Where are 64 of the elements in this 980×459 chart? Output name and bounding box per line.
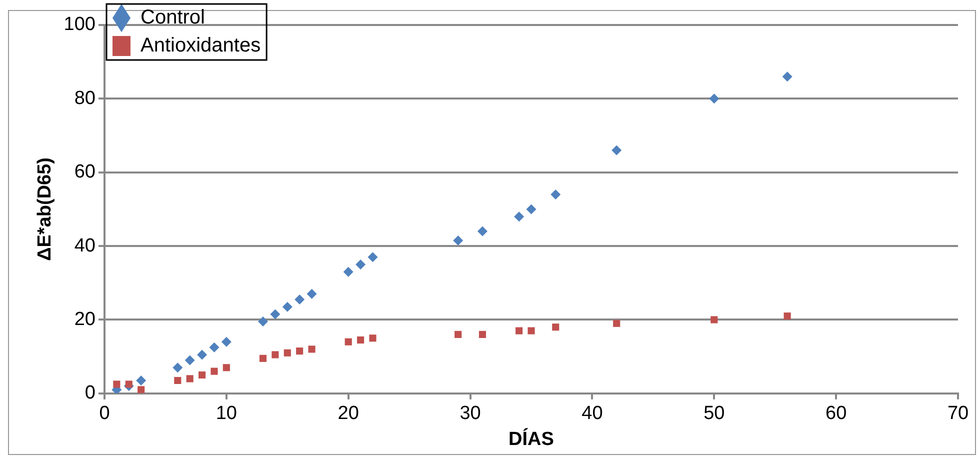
point [356, 259, 366, 270]
x-tick-label: 70 [947, 403, 969, 424]
x-tick-label: 30 [460, 403, 481, 424]
point [198, 371, 206, 379]
point [282, 302, 292, 312]
x-tick-label: 20 [338, 403, 359, 424]
point [306, 288, 317, 299]
point [221, 336, 232, 347]
point [782, 72, 792, 82]
point [294, 294, 305, 304]
point [186, 375, 194, 382]
point [344, 338, 352, 346]
legend-label: Antioxidantes [140, 34, 261, 57]
point [210, 368, 218, 375]
point [357, 336, 364, 344]
point [259, 354, 267, 362]
x-tick-label: 40 [582, 403, 603, 424]
point [125, 380, 132, 388]
y-tick-label: 40 [74, 235, 96, 256]
x-tick-label: 60 [826, 403, 847, 424]
point [612, 145, 622, 156]
point [613, 320, 620, 327]
legend-label: Control [140, 6, 205, 29]
point [552, 324, 560, 331]
point [784, 312, 791, 320]
x-tick-label: 10 [216, 403, 237, 424]
point [209, 342, 220, 352]
point [343, 266, 354, 277]
point [184, 355, 195, 366]
point [526, 204, 536, 214]
point [454, 330, 462, 338]
point [369, 334, 376, 342]
point [172, 362, 183, 373]
y-tick-label: 20 [74, 308, 96, 330]
point [138, 386, 145, 394]
point [368, 252, 378, 262]
y-tick-label: 100 [64, 14, 96, 36]
point [308, 346, 316, 353]
x-tick-label: 0 [99, 403, 110, 424]
point [477, 226, 488, 236]
point [514, 212, 524, 222]
point [222, 364, 230, 372]
point [284, 349, 291, 356]
point [258, 316, 268, 327]
y-tick-label: 0 [84, 382, 96, 404]
point [113, 380, 120, 388]
point [136, 376, 146, 386]
point [197, 350, 208, 360]
y-tick-label: 60 [74, 162, 96, 183]
point [453, 236, 464, 246]
point [296, 348, 304, 355]
point [528, 327, 535, 334]
point [516, 327, 523, 334]
y-tick-label: 80 [74, 88, 96, 109]
y-axis-title: ΔE*ab(D65) [34, 157, 56, 261]
point [710, 316, 718, 324]
x-axis-title: DÍAS [508, 428, 554, 450]
point [174, 376, 182, 384]
x-tick-label: 50 [704, 403, 725, 424]
point [270, 309, 280, 320]
point [478, 330, 486, 338]
point [709, 94, 720, 104]
point [272, 351, 279, 358]
point [550, 189, 561, 200]
